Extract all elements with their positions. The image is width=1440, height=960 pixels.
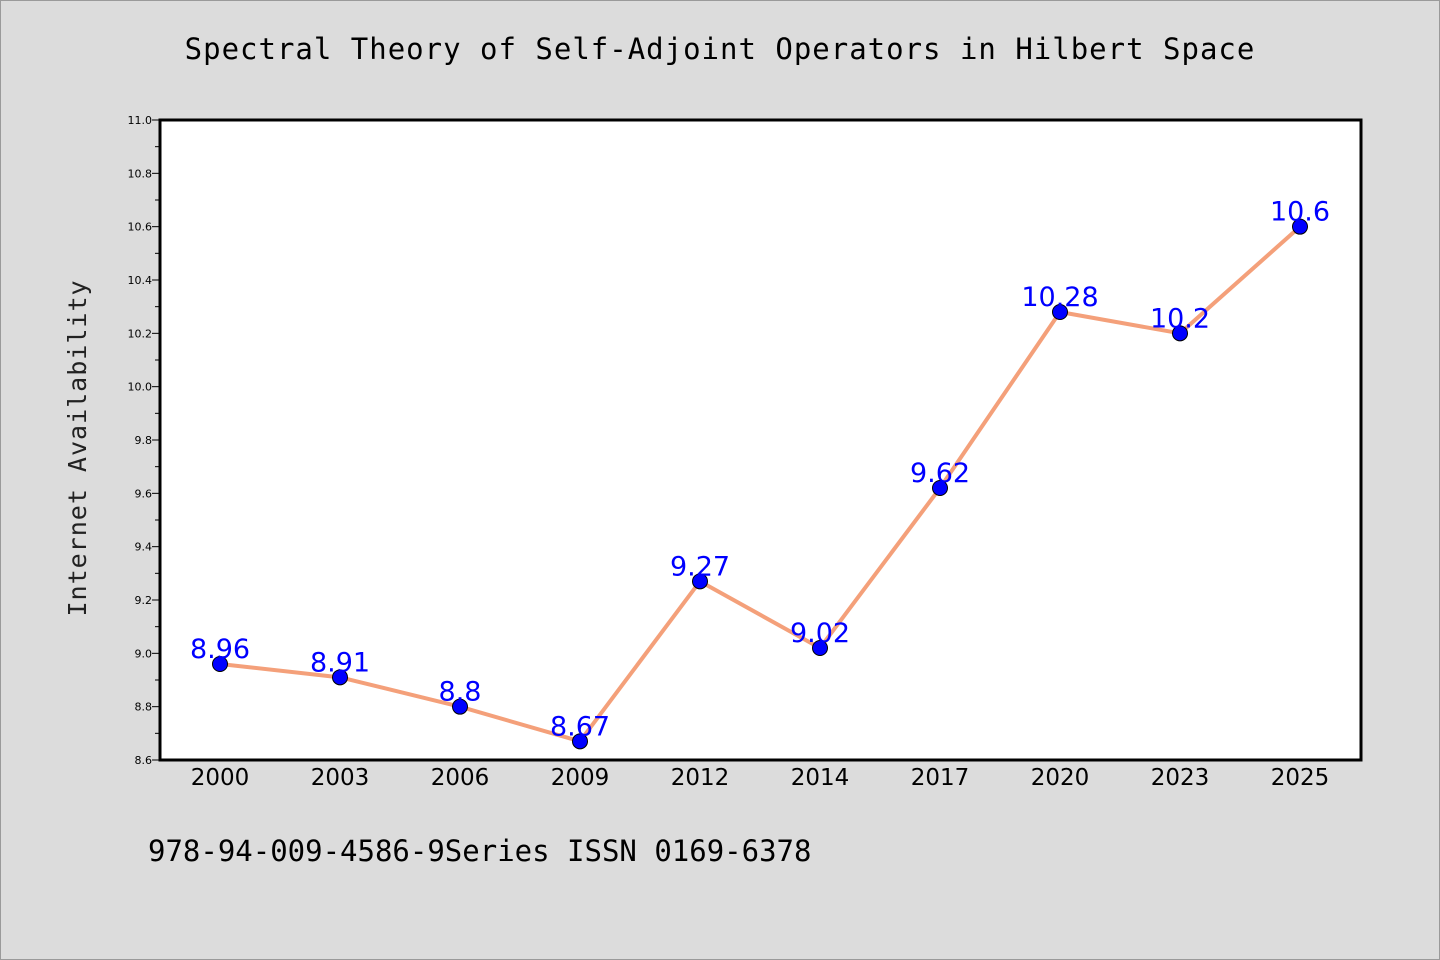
data-label: 8.67 bbox=[550, 711, 610, 742]
x-tick-label: 2006 bbox=[431, 765, 490, 791]
x-tick-label: 2003 bbox=[311, 765, 370, 791]
data-point bbox=[1292, 218, 1308, 235]
chart-title: Spectral Theory of Self-Adjoint Operator… bbox=[184, 32, 1256, 66]
data-point bbox=[1172, 325, 1188, 342]
data-label: 10.6 bbox=[1270, 197, 1330, 228]
series-group: 8.96 8.91 8.8 8.67 9.27 9.02 9.62 10.28 10.2 10.6 bbox=[190, 197, 1330, 750]
x-tick-label: 2000 bbox=[191, 765, 250, 791]
data-label: 8.91 bbox=[310, 647, 370, 678]
footer-text: 978-94-009-4586-9Series ISSN 0169-6378 bbox=[148, 834, 812, 868]
y-tick-label: 10.4 bbox=[128, 274, 153, 287]
data-point bbox=[452, 698, 468, 715]
y-tick-label: 9.2 bbox=[135, 594, 153, 607]
data-label: 10.2 bbox=[1150, 303, 1210, 334]
y-tick-label: 9.6 bbox=[135, 487, 153, 500]
data-label: 9.02 bbox=[790, 618, 850, 649]
y-tick-label: 10.0 bbox=[128, 381, 153, 394]
data-point bbox=[332, 669, 348, 686]
data-point bbox=[1052, 304, 1068, 320]
data-label: 8.8 bbox=[439, 677, 482, 708]
data-label: 9.62 bbox=[910, 458, 970, 489]
x-tick-label: 2017 bbox=[911, 765, 970, 791]
y-tick-label: 9.4 bbox=[135, 541, 153, 554]
data-point bbox=[212, 656, 228, 672]
y-tick-label: 8.8 bbox=[135, 701, 153, 714]
x-tick-label: 2020 bbox=[1031, 765, 1090, 791]
y-tick-label: 8.6 bbox=[135, 754, 153, 767]
y-axis: 8.6 8.8 9.0 9.2 9.4 9.6 9.8 10.0 10.2 10.4 10.6 10.… bbox=[128, 114, 160, 767]
y-tick-label: 10.2 bbox=[128, 327, 153, 340]
x-tick-label: 2009 bbox=[551, 765, 610, 791]
y-tick-label: 10.6 bbox=[128, 221, 153, 234]
data-point bbox=[572, 733, 588, 750]
y-tick-label: 9.8 bbox=[135, 434, 153, 447]
x-tick-label: 2023 bbox=[1151, 765, 1210, 791]
x-tick-label: 2014 bbox=[791, 765, 850, 791]
data-label: 10.28 bbox=[1021, 282, 1098, 313]
x-tick-label: 2025 bbox=[1271, 765, 1330, 791]
data-point bbox=[932, 480, 948, 496]
data-point bbox=[692, 573, 708, 590]
plot-border bbox=[158, 118, 1363, 762]
plot-area bbox=[160, 120, 1361, 760]
data-label: 9.27 bbox=[670, 551, 730, 582]
y-tick-label: 11.0 bbox=[128, 114, 153, 127]
y-tick-label: 9.0 bbox=[135, 647, 153, 660]
x-axis: 2000 2003 2006 2009 2012 2014 2017 2020 2023 2025 bbox=[191, 765, 1330, 791]
x-tick-label: 2012 bbox=[671, 765, 730, 791]
series-line bbox=[218, 224, 1302, 744]
y-tick-label: 10.8 bbox=[128, 167, 153, 180]
y-axis-label: Internet Availability bbox=[63, 279, 92, 616]
data-label: 8.96 bbox=[190, 634, 250, 665]
data-point bbox=[812, 640, 828, 656]
